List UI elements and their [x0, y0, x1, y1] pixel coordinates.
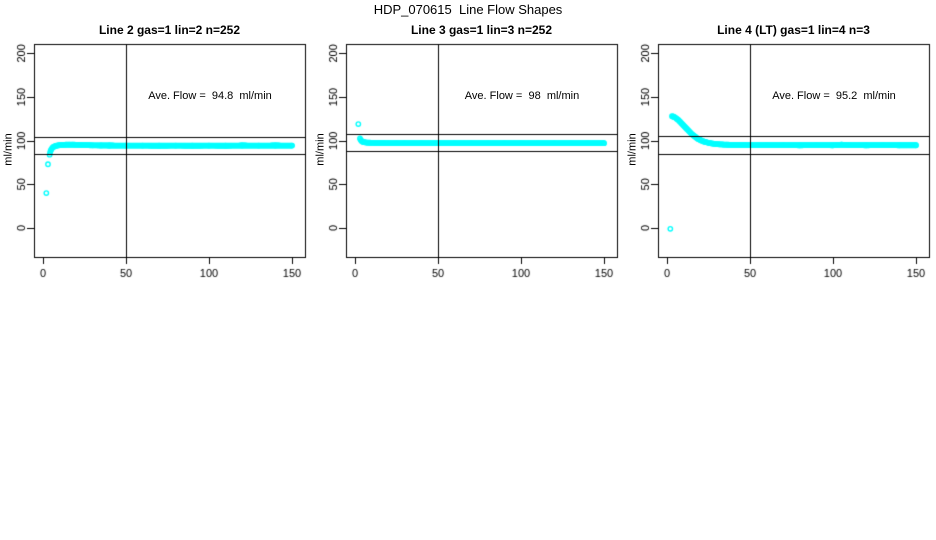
- panel-line4: Line 4 (LT) gas=1 lin=4 n=3 Ave. Flow = …: [624, 0, 936, 300]
- panel-line4-ave-flow-annotation: Ave. Flow = 95.2 ml/min: [772, 90, 896, 102]
- panel-line3-ave-flow-annotation: Ave. Flow = 98 ml/min: [464, 90, 580, 102]
- panel-line2-title: Line 2 gas=1 lin=2 n=252: [98, 23, 241, 37]
- panel-line2: Line 2 gas=1 lin=2 n=252 Ave. Flow = 94.…: [0, 0, 312, 300]
- panel-line2-ave-flow-annotation: Ave. Flow = 94.8 ml/min: [148, 90, 272, 102]
- panel-line4-title: Line 4 (LT) gas=1 lin=4 n=3: [717, 23, 870, 37]
- panel-line3-y-axis-label: ml/min: [314, 133, 327, 166]
- panel-line2-plot-canvas: [0, 0, 312, 300]
- panel-line3-title: Line 3 gas=1 lin=3 n=252: [410, 23, 553, 37]
- panel-line4-plot-canvas: [624, 0, 936, 300]
- panel-line4-y-axis-label: ml/min: [626, 133, 639, 166]
- panel-line2-y-axis-label: ml/min: [2, 133, 15, 166]
- panel-line3-plot-canvas: [312, 0, 624, 300]
- panel-line3: Line 3 gas=1 lin=3 n=252 Ave. Flow = 98 …: [312, 0, 624, 300]
